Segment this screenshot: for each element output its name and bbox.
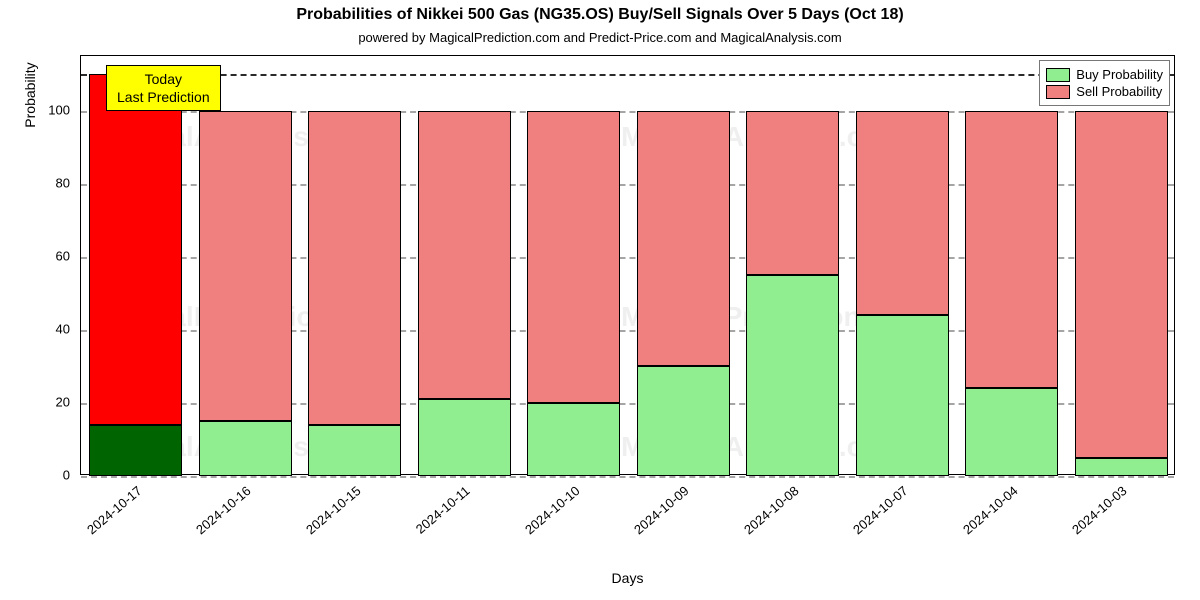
ytick-label: 0 [0,468,70,483]
bar-sell [746,111,839,275]
today-annotation: TodayLast Prediction [106,65,221,111]
xtick-label: 2024-10-09 [631,483,692,537]
bar-buy [308,425,401,476]
legend: Buy Probability Sell Probability [1039,60,1170,106]
bar-buy [418,399,511,476]
bar-sell [637,111,730,367]
legend-swatch [1046,68,1070,82]
xtick-label: 2024-10-04 [960,483,1021,537]
bar-sell [965,111,1058,389]
bar-buy [637,366,730,476]
chart-title: Probabilities of Nikkei 500 Gas (NG35.OS… [0,6,1200,24]
legend-label: Sell Probability [1076,84,1162,99]
xtick-label: 2024-10-03 [1069,483,1130,537]
bar-buy [746,275,839,476]
legend-item: Buy Probability [1046,67,1163,82]
reference-line [81,74,1174,76]
ytick-label: 80 [0,175,70,190]
legend-label: Buy Probability [1076,67,1163,82]
plot-area: MagicalAnalysis.comMagicalAnalysis.comMa… [80,55,1175,475]
bar-sell [856,111,949,316]
bar-sell [418,111,511,400]
x-axis-label: Days [80,570,1175,586]
bar-buy [89,425,182,476]
grid-line [81,476,1174,478]
xtick-label: 2024-10-08 [741,483,802,537]
bar-sell [527,111,620,403]
bar-sell [1075,111,1168,458]
xtick-label: 2024-10-11 [413,483,473,537]
bar-sell [199,111,292,421]
bar-buy [856,315,949,476]
xtick-label: 2024-10-10 [522,483,583,537]
bar-buy [527,403,620,476]
ytick-label: 40 [0,321,70,336]
bar-sell [308,111,401,425]
xtick-label: 2024-10-16 [193,483,254,537]
bar-buy [199,421,292,476]
chart-container: Probabilities of Nikkei 500 Gas (NG35.OS… [0,0,1200,600]
bar-buy [965,388,1058,476]
ytick-label: 20 [0,394,70,409]
legend-swatch [1046,85,1070,99]
chart-subtitle: powered by MagicalPrediction.com and Pre… [0,30,1200,45]
annotation-line: Last Prediction [117,88,210,106]
annotation-line: Today [117,70,210,88]
xtick-label: 2024-10-07 [850,483,911,537]
ytick-label: 60 [0,248,70,263]
legend-item: Sell Probability [1046,84,1163,99]
xtick-label: 2024-10-15 [303,483,364,537]
bar-buy [1075,458,1168,476]
ytick-label: 100 [0,102,70,117]
xtick-label: 2024-10-17 [84,483,145,537]
bar-sell [89,74,182,425]
